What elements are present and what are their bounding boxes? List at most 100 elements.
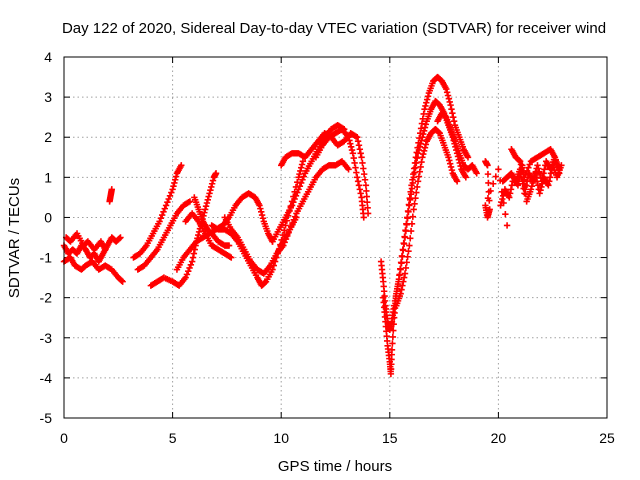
- x-tick-label: 10: [273, 430, 289, 446]
- data-point: [405, 247, 412, 255]
- data-point: [401, 270, 409, 277]
- data-point: [359, 159, 366, 167]
- series-track-17: [377, 73, 472, 333]
- data-point: [450, 113, 457, 121]
- data-point: [284, 232, 291, 240]
- data-point: [186, 198, 194, 205]
- data-point: [280, 242, 287, 249]
- data-point: [287, 223, 295, 230]
- data-point: [407, 235, 414, 242]
- data-point: [281, 239, 288, 246]
- y-tick-label: 1: [44, 169, 52, 185]
- data-point: [401, 234, 409, 241]
- data-point: [503, 222, 511, 229]
- data-point: [492, 173, 499, 180]
- data-point: [300, 173, 307, 180]
- series-track-23: [497, 162, 565, 209]
- data-point: [525, 164, 532, 171]
- data-point: [420, 150, 427, 158]
- data-point: [346, 137, 353, 144]
- data-point: [295, 174, 302, 181]
- data-point: [397, 266, 404, 273]
- data-point: [352, 133, 360, 140]
- data-point: [413, 154, 421, 162]
- data-point: [406, 202, 413, 209]
- data-point: [349, 150, 357, 157]
- data-point: [182, 274, 189, 281]
- data-point: [417, 140, 424, 147]
- data-point: [172, 176, 179, 183]
- data-point: [446, 157, 453, 164]
- data-point: [502, 211, 509, 218]
- data-point: [299, 176, 306, 183]
- data-point: [162, 202, 170, 209]
- data-point: [410, 174, 417, 181]
- data-point: [555, 166, 562, 174]
- data-point: [499, 195, 506, 203]
- data-point: [190, 250, 198, 257]
- data-points: [60, 73, 565, 378]
- data-point: [418, 137, 425, 144]
- data-point: [389, 340, 396, 347]
- data-point: [414, 150, 422, 157]
- data-point: [419, 134, 426, 141]
- data-point: [420, 110, 427, 118]
- x-axis-label: GPS time / hours: [278, 458, 392, 475]
- data-point: [169, 186, 176, 193]
- data-point: [447, 101, 454, 109]
- data-point: [353, 169, 360, 176]
- data-point: [348, 146, 356, 154]
- data-point: [407, 196, 414, 203]
- data-point: [445, 154, 452, 161]
- data-point: [258, 208, 265, 216]
- data-point: [529, 179, 536, 187]
- data-point: [398, 259, 405, 267]
- data-point: [418, 158, 425, 166]
- data-point: [156, 218, 163, 225]
- data-point: [546, 174, 554, 181]
- data-point: [205, 193, 212, 200]
- data-point: [444, 92, 452, 99]
- data-point: [521, 174, 528, 181]
- y-tick-label: 2: [44, 129, 52, 145]
- y-tick-label: -3: [40, 330, 53, 346]
- data-point: [356, 146, 364, 153]
- data-point: [545, 182, 552, 189]
- data-point: [347, 143, 355, 151]
- data-point: [352, 164, 359, 171]
- data-point: [394, 280, 402, 288]
- series-track-14: [273, 158, 352, 257]
- data-point: [168, 189, 175, 196]
- data-point: [412, 154, 420, 161]
- data-point: [354, 134, 361, 141]
- data-point: [185, 199, 192, 206]
- data-point: [445, 95, 453, 102]
- data-point: [116, 235, 123, 242]
- data-point: [282, 222, 289, 229]
- x-tick-label: 20: [491, 430, 507, 446]
- data-point: [508, 182, 516, 189]
- data-point: [527, 186, 535, 193]
- data-point: [521, 190, 528, 197]
- series-track-10: [191, 194, 233, 249]
- y-tick-label: 0: [44, 209, 52, 225]
- data-point: [484, 194, 492, 202]
- data-point: [464, 154, 472, 161]
- data-point: [226, 253, 234, 260]
- data-point: [285, 229, 292, 236]
- data-point: [102, 246, 109, 253]
- data-point: [413, 189, 420, 196]
- y-tick-label: 3: [44, 89, 52, 105]
- series-track-24: [508, 146, 563, 181]
- data-point: [526, 161, 533, 168]
- data-point: [413, 183, 421, 191]
- data-point: [536, 168, 543, 175]
- data-point: [532, 170, 539, 177]
- data-point: [528, 182, 536, 190]
- data-point: [165, 195, 172, 203]
- data-point: [552, 157, 559, 164]
- data-point: [364, 199, 371, 206]
- data-point: [297, 179, 305, 187]
- data-point: [288, 202, 296, 209]
- data-point: [164, 199, 171, 206]
